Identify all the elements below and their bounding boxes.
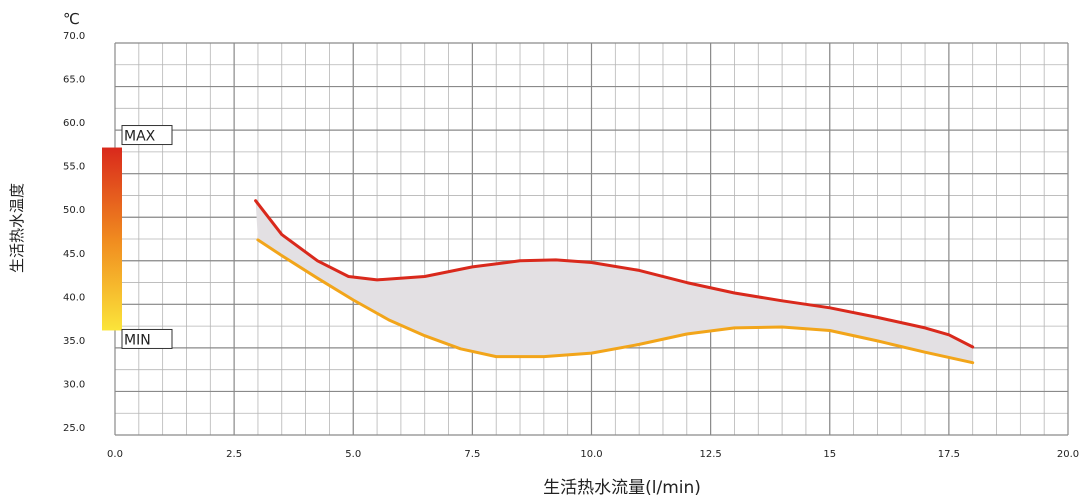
y-tick-label: 65.0 bbox=[63, 75, 85, 86]
y-axis-title: 生活热水温度 bbox=[8, 183, 26, 273]
min-label-box bbox=[121, 328, 173, 349]
y-tick-labels: 25.0 30.0 35.0 40.0 45.0 50.0 55.0 60.0 65.0 70.0 bbox=[63, 31, 85, 434]
shaded-band bbox=[255, 200, 973, 363]
x-tick-label: 2.5 bbox=[226, 449, 242, 460]
y-tick-label: 50.0 bbox=[63, 205, 85, 216]
y-tick-label: 30.0 bbox=[63, 379, 85, 390]
x-tick-label: 0.0 bbox=[107, 449, 123, 460]
x-axis-title: 生活热水流量(l/min) bbox=[543, 478, 701, 498]
y-tick-label: 60.0 bbox=[63, 118, 85, 129]
min-label: MIN bbox=[124, 332, 151, 348]
x-tick-label: 12.5 bbox=[699, 449, 721, 460]
series-line-max bbox=[254, 199, 975, 349]
max-label: MAX bbox=[124, 129, 156, 145]
temperature-gradient-bar bbox=[102, 147, 122, 331]
y-tick-label: 55.0 bbox=[63, 162, 85, 173]
x-tick-label: 5.0 bbox=[345, 449, 361, 460]
y-tick-label: 70.0 bbox=[63, 31, 85, 42]
x-tick-label: 15 bbox=[823, 449, 836, 460]
max-label-box bbox=[121, 125, 173, 146]
x-tick-label: 10.0 bbox=[580, 449, 602, 460]
x-tick-label: 20.0 bbox=[1057, 449, 1079, 460]
series-line-min bbox=[256, 238, 975, 365]
x-tick-labels: 0.0 2.5 5.0 7.5 10.0 12.5 15 17.5 20.0 bbox=[107, 449, 1079, 460]
x-tick-label: 7.5 bbox=[464, 449, 480, 460]
y-tick-label: 25.0 bbox=[63, 423, 85, 434]
y-tick-label: 35.0 bbox=[63, 336, 85, 347]
y-tick-label: 40.0 bbox=[63, 292, 85, 303]
x-tick-label: 17.5 bbox=[938, 449, 960, 460]
y-unit-label: ℃ bbox=[63, 10, 80, 28]
y-tick-label: 45.0 bbox=[63, 249, 85, 260]
